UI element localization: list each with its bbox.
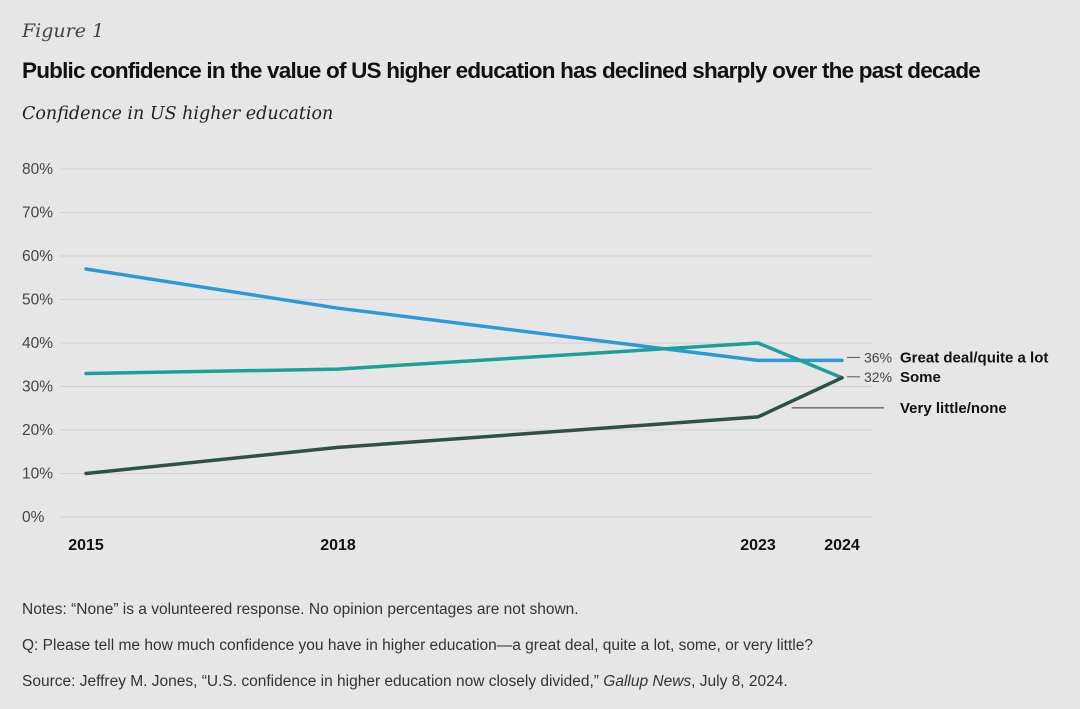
y-tick-label: 30% xyxy=(22,379,53,396)
line-chart: 0%10%20%30%40%50%60%70%80% 2015 2018 2023 2… xyxy=(22,161,1048,554)
y-tick-label: 80% xyxy=(22,161,53,178)
y-tick-label: 50% xyxy=(22,292,53,309)
x-tick-label: 2015 xyxy=(68,537,104,554)
series-line-1 xyxy=(84,341,844,380)
question-text: Q: Please tell me how much confidence yo… xyxy=(22,637,813,654)
series-name-label: Very little/none xyxy=(900,400,1007,417)
series-labels: 36% Great deal/quite a lot 32% Some Very lit… xyxy=(791,349,1048,417)
x-tick-label: 2024 xyxy=(824,537,860,554)
x-axis-ticks: 2015 2018 2023 2024 xyxy=(68,537,860,554)
y-tick-label: 20% xyxy=(22,422,53,439)
value-label: 36% xyxy=(864,349,892,365)
y-tick-label: 10% xyxy=(22,466,53,483)
y-axis-ticks: 0% 10% 20% 30% 40% 50% 60% 70% 80% xyxy=(22,161,53,526)
value-label: 32% xyxy=(864,369,892,385)
source-text: Source: Jeffrey M. Jones, “U.S. confiden… xyxy=(22,673,788,691)
source-publication: Gallup News xyxy=(603,673,692,690)
chart-subtitle: Confidence in US higher education xyxy=(22,104,334,124)
series-lines xyxy=(84,267,844,476)
y-tick-label: 70% xyxy=(22,205,53,222)
y-tick-label: 0% xyxy=(22,509,45,526)
series-line-2 xyxy=(84,376,844,476)
x-tick-label: 2023 xyxy=(740,537,776,554)
grid-lines xyxy=(60,168,873,518)
x-tick-label: 2018 xyxy=(320,537,356,554)
figure-label: Figure 1 xyxy=(22,20,105,42)
chart-title: Public confidence in the value of US hig… xyxy=(22,58,981,83)
y-tick-label: 60% xyxy=(22,248,53,265)
notes-text: Notes: “None” is a volunteered response.… xyxy=(22,601,579,618)
y-tick-label: 40% xyxy=(22,335,53,352)
source-suffix: , July 8, 2024. xyxy=(691,673,788,690)
source-prefix: Source: Jeffrey M. Jones, “U.S. confiden… xyxy=(22,673,604,690)
series-line-0 xyxy=(84,267,844,363)
series-name-label: Great deal/quite a lot xyxy=(900,349,1048,366)
series-name-label: Some xyxy=(900,369,941,386)
